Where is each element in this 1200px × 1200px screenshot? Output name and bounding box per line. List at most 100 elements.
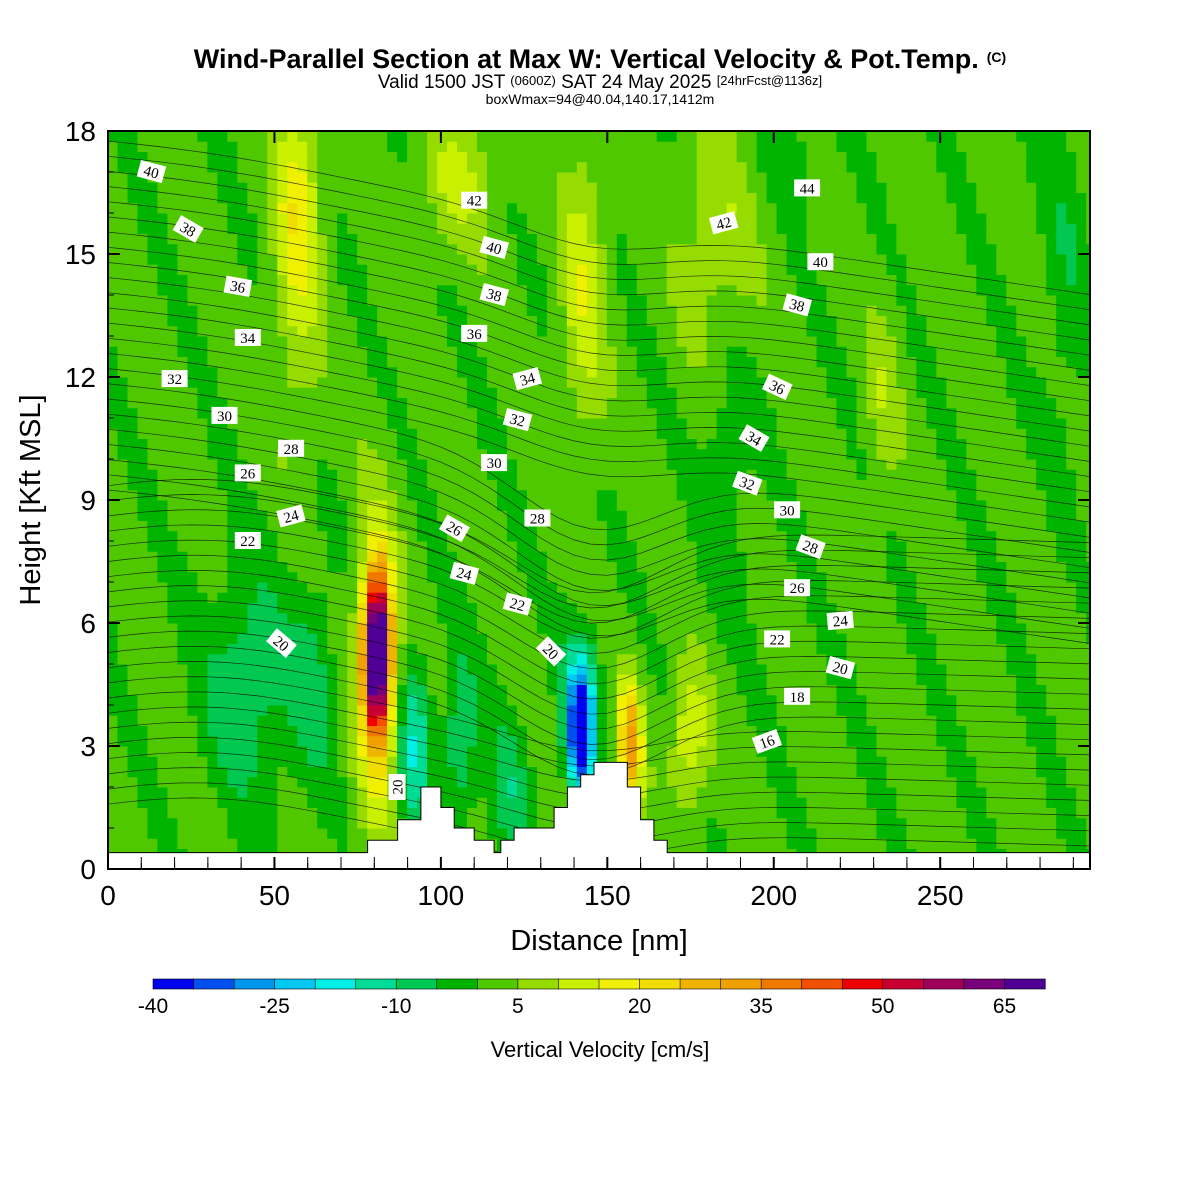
field-cell (786, 766, 798, 778)
field-cell (536, 171, 548, 183)
field-cell (217, 766, 229, 778)
field-cell (606, 325, 618, 337)
field-cell (217, 827, 229, 839)
field-cell (277, 602, 289, 614)
field-cell (506, 622, 518, 634)
field-cell (407, 673, 419, 685)
field-cell (636, 704, 648, 716)
field-cell (207, 202, 219, 214)
field-cell (347, 274, 359, 286)
field-cell (217, 817, 229, 829)
field-cell (167, 796, 179, 808)
field-cell (137, 304, 149, 316)
field-cell (227, 694, 239, 706)
field-cell (137, 233, 149, 245)
field-cell (157, 622, 169, 634)
field-cell (526, 458, 538, 470)
field-cell (596, 550, 608, 562)
field-cell (407, 653, 419, 665)
field-cell (427, 356, 439, 368)
field-cell (666, 755, 678, 767)
field-cell (476, 386, 488, 398)
field-cell (506, 745, 518, 757)
field-cell (706, 612, 718, 624)
field-cell (207, 714, 219, 726)
field-cell (187, 263, 199, 275)
field-cell (367, 581, 379, 593)
field-cell (327, 827, 339, 839)
field-cell (377, 591, 389, 603)
field-cell (786, 222, 798, 234)
field-cell (646, 192, 658, 204)
field-cell (586, 356, 598, 368)
field-cell (307, 796, 319, 808)
field-cell (536, 530, 548, 542)
field-cell (177, 274, 189, 286)
field-cell (297, 817, 309, 829)
field-cell (726, 438, 738, 450)
field-cell (656, 140, 668, 152)
field-cell (357, 479, 369, 491)
field-cell (586, 499, 598, 511)
field-cell (786, 796, 798, 808)
field-cell (676, 212, 688, 224)
field-cell (327, 181, 339, 193)
field-cell (227, 632, 239, 644)
field-cell (287, 530, 299, 542)
field-cell (227, 704, 239, 716)
field-cell (746, 684, 758, 696)
field-cell (566, 192, 578, 204)
field-cell (177, 427, 189, 439)
field-cell (457, 253, 469, 265)
field-cell (147, 212, 159, 224)
field-cell (706, 161, 718, 173)
field-cell (566, 253, 578, 265)
field-cell (766, 181, 778, 193)
field-cell (496, 181, 508, 193)
field-cell (257, 243, 269, 255)
field-cell (656, 294, 668, 306)
field-cell (167, 837, 179, 849)
field-cell (526, 151, 538, 163)
field-cell (486, 489, 498, 501)
field-cell (556, 499, 568, 511)
field-cell (716, 766, 728, 778)
field-cell (187, 684, 199, 696)
field-cell (566, 458, 578, 470)
field-cell (716, 468, 728, 480)
field-cell (756, 468, 768, 480)
field-cell (207, 222, 219, 234)
field-cell (377, 202, 389, 214)
field-cell (177, 602, 189, 614)
field-cell (307, 192, 319, 204)
field-cell (427, 274, 439, 286)
field-cell (736, 489, 748, 501)
field-cell (656, 786, 668, 798)
field-cell (646, 140, 658, 152)
field-cell (746, 561, 758, 573)
field-cell (766, 540, 778, 552)
field-cell (616, 438, 628, 450)
field-cell (736, 151, 748, 163)
field-cell (726, 366, 738, 378)
field-cell (636, 530, 648, 542)
field-cell (117, 837, 129, 849)
field-cell (656, 131, 668, 142)
field-cell (247, 684, 259, 696)
field-cell (307, 468, 319, 480)
field-cell (127, 745, 139, 757)
field-cell (726, 550, 738, 562)
field-cell (177, 294, 189, 306)
field-cell (576, 458, 588, 470)
field-cell (117, 438, 129, 450)
field-cell (227, 192, 239, 204)
field-cell (576, 397, 588, 409)
field-cell (227, 397, 239, 409)
field-cell (187, 622, 199, 634)
field-cell (417, 684, 429, 696)
field-cell (237, 131, 249, 142)
field-cell (526, 427, 538, 439)
field-cell (626, 581, 638, 593)
field-cell (556, 181, 568, 193)
field-cell (327, 161, 339, 173)
